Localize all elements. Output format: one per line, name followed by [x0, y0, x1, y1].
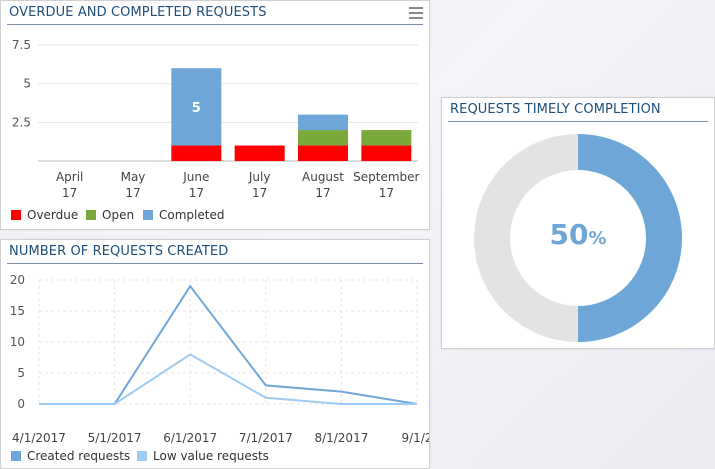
title-divider [7, 263, 423, 264]
timely-panel-title: REQUESTS TIMELY COMPLETION [450, 102, 661, 117]
percent-sign: % [588, 228, 607, 249]
x-tick-label: September [353, 170, 419, 184]
x-tick-label: 6/1/2017 [163, 431, 217, 445]
legend-label: Completed [159, 208, 225, 222]
legend-item-created-requests[interactable]: Created requests [11, 449, 130, 463]
x-tick-label: April [56, 170, 83, 184]
x-tick-label: May [121, 170, 146, 184]
x-tick-label: 17 [252, 186, 267, 200]
bar-data-label: 5 [192, 101, 201, 116]
overdue-bar-chart: 2.5 5 7.5 April 17 May 17 June 17 July 17 August 17 S… [12, 38, 420, 200]
x-tick-label: 8/1/2017 [314, 431, 368, 445]
requests-line-chart: 0 5 10 15 20 4/1/2017 5/1/2017 6/1/2017 7/1/2017… [10, 273, 430, 445]
created-panel-title: NUMBER OF REQUESTS CREATED [9, 244, 229, 259]
y-tick-label: 15 [10, 304, 25, 318]
series-line-low-value-requests [39, 353, 417, 405]
legend-swatch [143, 210, 153, 220]
legend-swatch [11, 451, 21, 461]
timely-completion-panel: REQUESTS TIMELY COMPLETION 50% [441, 97, 715, 349]
y-tick-label: 20 [10, 273, 25, 287]
x-tick-label: 5/1/2017 [88, 431, 142, 445]
legend-item-open[interactable]: Open [86, 208, 134, 222]
percent-value: 50 [549, 218, 589, 251]
x-tick-label: 17 [315, 186, 330, 200]
bar-overdue [298, 145, 348, 161]
legend-label: Low value requests [153, 449, 269, 463]
legend-label: Open [102, 208, 135, 222]
overdue-completed-panel: OVERDUE AND COMPLETED REQUESTS 2.5 5 7.5 Ap… [0, 0, 430, 230]
x-tick-label: 9/1/2 [402, 431, 430, 445]
legend-label: Created requests [27, 449, 131, 463]
title-divider [7, 24, 423, 25]
bar-open [298, 130, 348, 146]
x-tick-label: 17 [189, 186, 204, 200]
requests-created-panel: NUMBER OF REQUESTS CREATED 0 5 10 15 20 4/1/2… [0, 239, 430, 469]
title-divider [448, 121, 708, 122]
legend-item-overdue[interactable]: Overdue [11, 208, 78, 222]
x-tick-label: 7/1/2017 [239, 431, 293, 445]
y-tick-label: 10 [10, 335, 25, 349]
y-tick-label: 0 [17, 397, 25, 411]
legend-swatch [86, 210, 96, 220]
bar-open [361, 130, 412, 146]
x-tick-label: 17 [62, 186, 77, 200]
bar-completed [171, 68, 222, 146]
bar-overdue [171, 145, 222, 161]
series-line-created-requests [39, 284, 418, 405]
bar-overdue [234, 145, 285, 161]
bar-overdue [361, 145, 412, 161]
x-tick-label: 4/1/2017 [12, 431, 66, 445]
legend-item-low-value-requests[interactable]: Low value requests [137, 449, 269, 463]
bar-completed [298, 114, 348, 131]
x-tick-label: 17 [379, 186, 394, 200]
y-tick-label: 2.5 [12, 115, 31, 129]
donut-slice-remaining [474, 134, 682, 342]
y-tick-label: 5 [23, 77, 31, 91]
y-tick-label: 5 [17, 366, 25, 380]
timely-donut-chart [474, 134, 682, 342]
y-tick-label: 7.5 [12, 38, 31, 52]
legend-swatch [137, 451, 147, 461]
legend-swatch [11, 210, 21, 220]
x-tick-label: 17 [125, 186, 140, 200]
donut-center-label: 50% [442, 218, 714, 251]
x-tick-label: August [302, 170, 344, 184]
hamburger-menu-icon[interactable] [409, 7, 423, 19]
legend-item-completed[interactable]: Completed [143, 208, 224, 222]
legend-label: Overdue [27, 208, 79, 222]
overdue-panel-title: OVERDUE AND COMPLETED REQUESTS [9, 5, 267, 20]
x-tick-label: July [248, 170, 271, 184]
x-tick-label: June [182, 170, 209, 184]
